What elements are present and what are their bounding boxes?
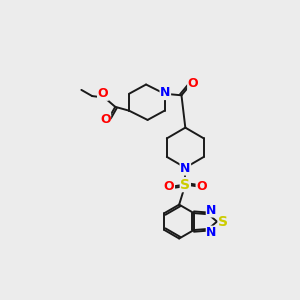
Text: N: N <box>206 204 217 217</box>
Text: O: O <box>98 87 108 100</box>
Text: S: S <box>180 178 190 192</box>
Text: O: O <box>100 113 111 126</box>
Text: S: S <box>218 214 228 229</box>
Text: N: N <box>160 86 170 100</box>
Text: O: O <box>164 180 175 193</box>
Text: O: O <box>196 180 207 193</box>
Text: N: N <box>180 162 190 175</box>
Text: N: N <box>206 226 217 239</box>
Text: O: O <box>188 77 198 90</box>
